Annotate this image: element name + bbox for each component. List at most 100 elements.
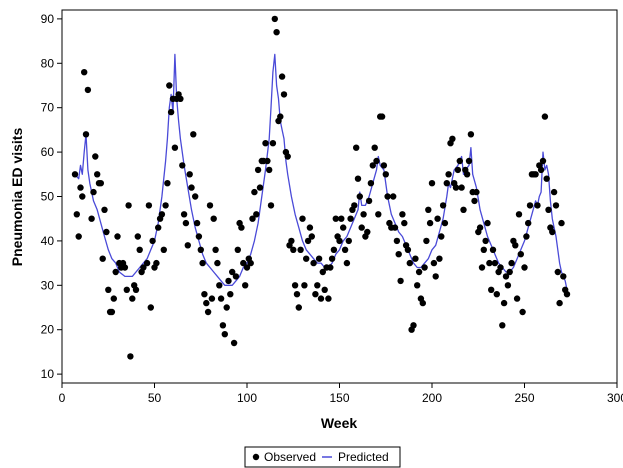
observed-point [523,233,530,240]
observed-point [132,286,140,293]
observed-point [517,251,524,258]
observed-point [160,246,167,253]
y-tick-label: 30 [41,278,55,292]
observed-point [101,206,108,213]
observed-point [197,246,204,253]
observed-point [153,259,160,267]
x-tick-label: 250 [514,391,534,405]
observed-point [345,237,352,245]
observed-point [299,215,306,222]
observed-point [99,255,106,262]
observed-point [550,188,558,196]
observed-point [75,233,82,240]
observed-point [256,184,264,191]
observed-point [193,219,201,227]
observed-point [482,237,489,245]
observed-point [338,215,345,222]
observed-point [188,184,195,191]
observed-point [190,131,197,138]
observed-point [391,224,399,231]
observed-point [210,215,217,222]
observed-point [73,211,81,218]
legend-observed-marker [252,453,260,461]
observed-point [155,224,162,231]
observed-point [147,304,154,311]
observed-point [438,233,445,240]
observed-point [499,322,506,329]
legend-predicted-label: Predicted [338,450,389,464]
observed-point [288,237,295,245]
observed-point [401,219,408,227]
x-tick-label: 0 [59,391,66,405]
y-axis-title: Pneumonia ED visits [9,128,25,267]
observed-point [543,175,550,182]
observed-point [347,215,354,222]
observed-point [319,268,326,276]
legend-observed-label: Observed [264,450,316,464]
observed-point [230,339,238,347]
observed-point [291,282,299,289]
observed-point [312,291,319,298]
observed-point [445,171,452,178]
observed-point [415,268,423,276]
observed-point [426,219,434,227]
observed-point [310,259,317,267]
observed-point [232,273,240,280]
observed-point [94,171,101,178]
observed-point [395,251,402,258]
observed-point [513,295,521,302]
observed-point [90,188,97,196]
observed-point [330,246,338,253]
observed-point [500,299,508,307]
y-tick-label: 10 [41,367,55,381]
observed-point [491,259,499,267]
observed-point [460,206,467,213]
observed-point [277,113,284,120]
observed-point [140,264,147,271]
observed-point [327,264,334,271]
observed-point [380,162,388,169]
observed-point [356,193,363,200]
observed-point [367,180,375,187]
observed-point [278,73,286,80]
observed-point [325,295,332,302]
plot-area [61,9,618,384]
observed-point [423,237,430,245]
observed-point [476,224,484,231]
observed-point [81,69,88,76]
observed-point [315,255,323,262]
observed-point [308,233,315,240]
observed-point [541,113,549,120]
observed-point [204,308,212,316]
y-tick-label: 20 [41,323,55,337]
y-tick-label: 60 [41,145,55,159]
observed-point [121,264,129,271]
observed-point [269,140,277,147]
observed-point [206,202,214,209]
observed-point [360,211,367,218]
observed-point [412,255,419,262]
y-tick-label: 50 [41,190,55,204]
observed-point [223,304,230,311]
observed-point [354,175,362,182]
observed-point [253,211,260,218]
observed-point [478,264,486,271]
observed-point [384,193,391,200]
observed-point [221,331,228,338]
observed-point [284,153,291,160]
observed-point [452,184,460,191]
observed-point [177,95,184,103]
observed-point [375,211,382,218]
observed-point [227,291,234,298]
observed-point [558,219,565,227]
observed-point [545,206,552,213]
observed-point [229,268,236,276]
observed-point [484,219,491,227]
y-tick-label: 70 [41,101,55,115]
observed-point [240,259,247,267]
observed-point [414,282,421,289]
observed-point [456,157,463,165]
x-tick-label: 50 [148,391,162,405]
observed-point [203,299,210,307]
observed-point [534,202,541,209]
